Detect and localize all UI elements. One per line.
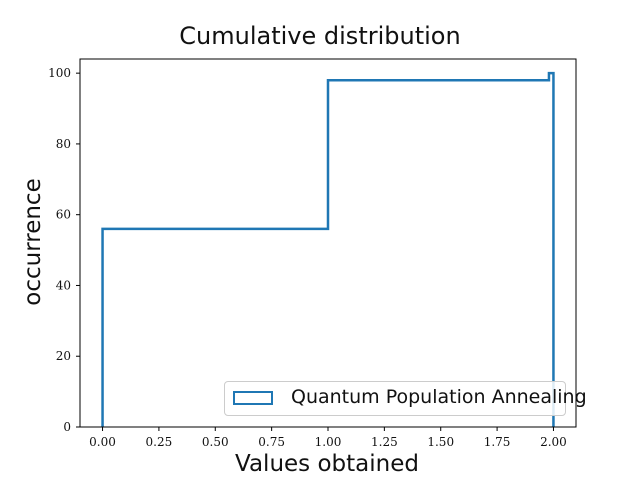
y-axis-label: occurrence [20,178,46,306]
x-axis-label: Values obtained [235,451,419,477]
x-tick-label: 1.75 [484,435,511,449]
y-tick-label: 0 [63,420,71,434]
y-tick-label: 60 [56,208,71,222]
x-tick-label: 2.00 [540,435,567,449]
legend-label: Quantum Population Annealing [291,386,587,408]
y-tick-label: 80 [56,137,71,151]
x-tick-label: 0.00 [89,435,116,449]
axes-layer: 0.00 0.25 0.50 0.75 1.00 1.25 1.50 1.75 2.00 0 20 4… [48,58,577,449]
series-line-0 [101,71,555,427]
y-tick-label: 20 [56,349,71,363]
x-tick-label: 0.50 [202,435,229,449]
chart-title: Cumulative distribution [179,22,461,50]
series-layer [101,71,555,427]
x-tick-label: 1.00 [315,435,342,449]
x-tick-label: 1.50 [427,435,454,449]
legend: Quantum Population Annealing [224,381,587,416]
legend-swatch [233,391,273,405]
y-tick-label: 40 [56,278,71,292]
x-tick-label: 0.25 [146,435,173,449]
x-tick-label: 1.25 [371,435,398,449]
x-tick-label: 0.75 [258,435,285,449]
y-tick-label: 100 [48,66,71,80]
